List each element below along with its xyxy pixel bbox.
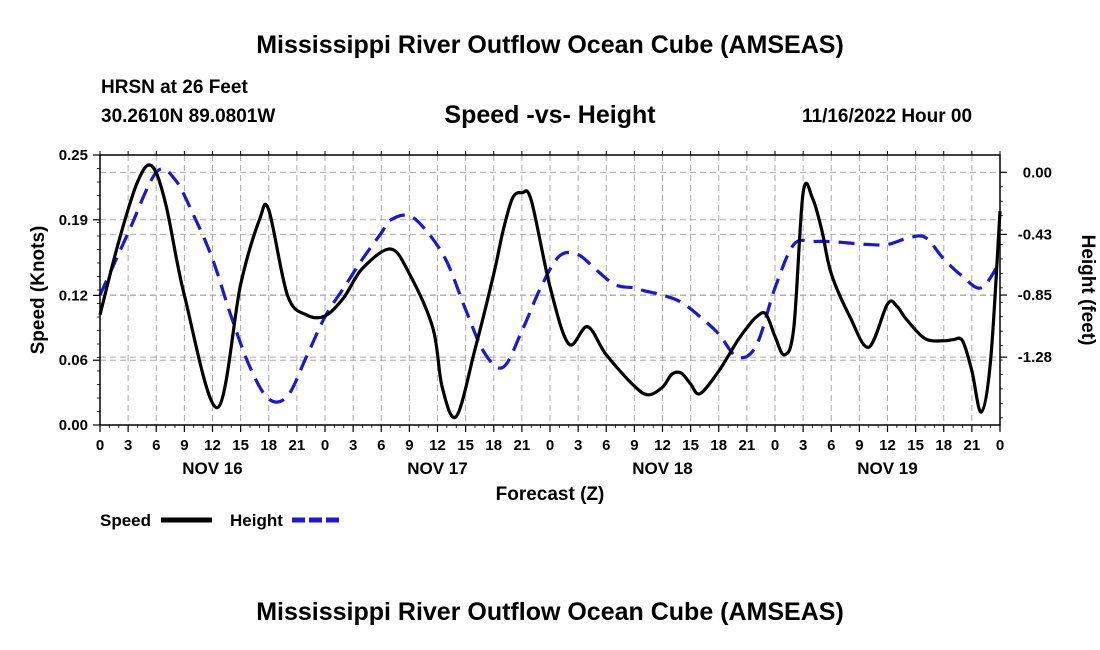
y2-tick-label: -0.43 bbox=[1018, 226, 1052, 243]
x-tick-label: 6 bbox=[377, 437, 385, 454]
x-tick-label: 21 bbox=[289, 437, 306, 454]
x-tick-label: 0 bbox=[96, 437, 104, 454]
x-tick-label: 12 bbox=[654, 437, 671, 454]
x-tick-label: 6 bbox=[152, 437, 160, 454]
bottom-title: Mississippi River Outflow Ocean Cube (AM… bbox=[256, 598, 844, 626]
y2-tick-label: -1.28 bbox=[1018, 349, 1052, 366]
x-tick-label: 3 bbox=[799, 437, 807, 454]
day-label: NOV 16 bbox=[182, 459, 242, 478]
x-tick-label: 15 bbox=[907, 437, 924, 454]
x-tick-label: 21 bbox=[964, 437, 981, 454]
x-tick-label: 0 bbox=[321, 437, 329, 454]
x-tick-label: 0 bbox=[771, 437, 779, 454]
y-tick-label: 0.00 bbox=[59, 417, 88, 434]
x-tick-label: 9 bbox=[630, 437, 638, 454]
axis-labels: 0 3 6 9 12 15 18 21 0 3 6 9 12 15 18 21 0 3 6 9 12 15 18 21 0 3 6 9… bbox=[59, 147, 1052, 478]
y-tick-label: 0.06 bbox=[59, 352, 88, 369]
x-tick-label: 18 bbox=[260, 437, 277, 454]
x-tick-label: 3 bbox=[349, 437, 357, 454]
main-title: Mississippi River Outflow Ocean Cube (AM… bbox=[256, 31, 844, 59]
series-lines bbox=[98, 163, 1002, 420]
x-axis-title: Forecast (Z) bbox=[496, 484, 605, 505]
height-series-line bbox=[98, 167, 1002, 404]
y-tick-label: 0.25 bbox=[59, 147, 88, 164]
x-tick-label: 12 bbox=[204, 437, 221, 454]
legend-height-label: Height bbox=[230, 511, 283, 530]
x-tick-label: 18 bbox=[485, 437, 502, 454]
legend-speed-label: Speed bbox=[100, 511, 151, 530]
day-label: NOV 17 bbox=[407, 459, 467, 478]
y-tick-label: 0.19 bbox=[59, 212, 88, 229]
x-tick-label: 12 bbox=[879, 437, 896, 454]
speed-height-chart: 0 3 6 9 12 15 18 21 0 3 6 9 12 15 18 21 0 3 6 9 12 15 18 21 0 3 6 9… bbox=[28, 147, 1098, 530]
speed-series-line bbox=[98, 163, 1002, 420]
x-tick-label: 3 bbox=[574, 437, 582, 454]
x-tick-label: 0 bbox=[546, 437, 554, 454]
y2-tick-label: -0.85 bbox=[1018, 287, 1052, 304]
x-tick-label: 9 bbox=[855, 437, 863, 454]
x-tick-label: 6 bbox=[602, 437, 610, 454]
x-tick-label: 15 bbox=[457, 437, 474, 454]
x-tick-label: 6 bbox=[827, 437, 835, 454]
chart-subtitle: Speed -vs- Height bbox=[444, 101, 656, 129]
forecast-datetime: 11/16/2022 Hour 00 bbox=[802, 106, 973, 127]
y-axis-title: Speed (Knots) bbox=[28, 226, 49, 355]
x-tick-label: 15 bbox=[682, 437, 699, 454]
x-tick-label: 0 bbox=[996, 437, 1004, 454]
x-tick-label: 18 bbox=[935, 437, 952, 454]
x-tick-label: 21 bbox=[514, 437, 531, 454]
x-tick-label: 18 bbox=[710, 437, 727, 454]
x-tick-label: 3 bbox=[124, 437, 132, 454]
x-tick-label: 15 bbox=[232, 437, 249, 454]
y2-tick-label: 0.00 bbox=[1023, 164, 1052, 181]
day-label: NOV 18 bbox=[632, 459, 692, 478]
day-label: NOV 19 bbox=[857, 459, 917, 478]
station-coordinates: 30.2610N 89.0801W bbox=[101, 106, 276, 127]
x-tick-label: 21 bbox=[739, 437, 756, 454]
legend: Speed Height bbox=[100, 511, 342, 530]
y-tick-label: 0.12 bbox=[59, 287, 88, 304]
x-tick-label: 9 bbox=[180, 437, 188, 454]
axis-ticks bbox=[93, 151, 1007, 432]
grid-lines bbox=[100, 155, 1000, 425]
x-tick-label: 9 bbox=[405, 437, 413, 454]
x-tick-label: 12 bbox=[429, 437, 446, 454]
y2-axis-title: Height (feet) bbox=[1077, 235, 1098, 346]
station-label: HRSN at 26 Feet bbox=[101, 77, 248, 98]
